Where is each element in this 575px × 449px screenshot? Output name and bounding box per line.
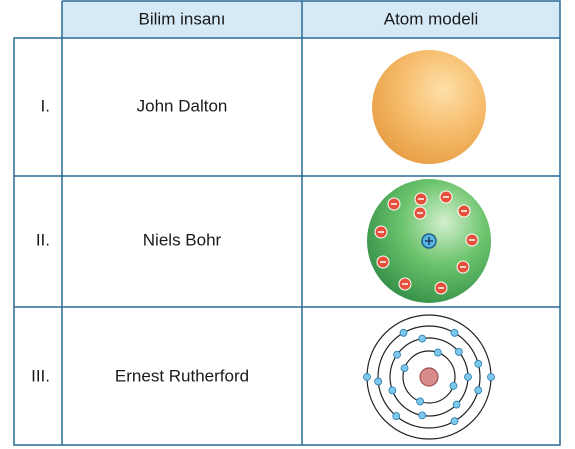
electron [488, 374, 495, 381]
electron [419, 412, 426, 419]
electron [475, 387, 482, 394]
header-cell: Bilim insanı [139, 9, 226, 28]
electron [434, 349, 441, 356]
bohr-model [367, 179, 491, 303]
electron [451, 329, 458, 336]
electron [394, 351, 401, 358]
electron [393, 413, 400, 420]
page: Bilim insanı Atom modeli I. John Dalton … [0, 0, 575, 449]
electron [375, 378, 382, 385]
electron [451, 418, 458, 425]
scientist-name: John Dalton [137, 96, 228, 115]
header-bg [62, 1, 560, 38]
electron [419, 335, 426, 342]
row-numeral: III. [31, 366, 50, 385]
rutherford-model [364, 315, 495, 439]
dalton-model [372, 50, 486, 164]
electron [450, 382, 457, 389]
electron [465, 374, 472, 381]
electron [389, 387, 396, 394]
electron [364, 374, 371, 381]
electron [401, 365, 408, 372]
row-numeral: II. [36, 230, 50, 249]
electron [417, 398, 424, 405]
electron [400, 329, 407, 336]
electron [453, 401, 460, 408]
row-numeral: I. [41, 96, 50, 115]
header-cell: Atom modeli [384, 9, 478, 28]
scientist-name: Niels Bohr [143, 230, 222, 249]
electron [455, 348, 462, 355]
scientist-name: Ernest Rutherford [115, 366, 249, 385]
electron [475, 360, 482, 367]
